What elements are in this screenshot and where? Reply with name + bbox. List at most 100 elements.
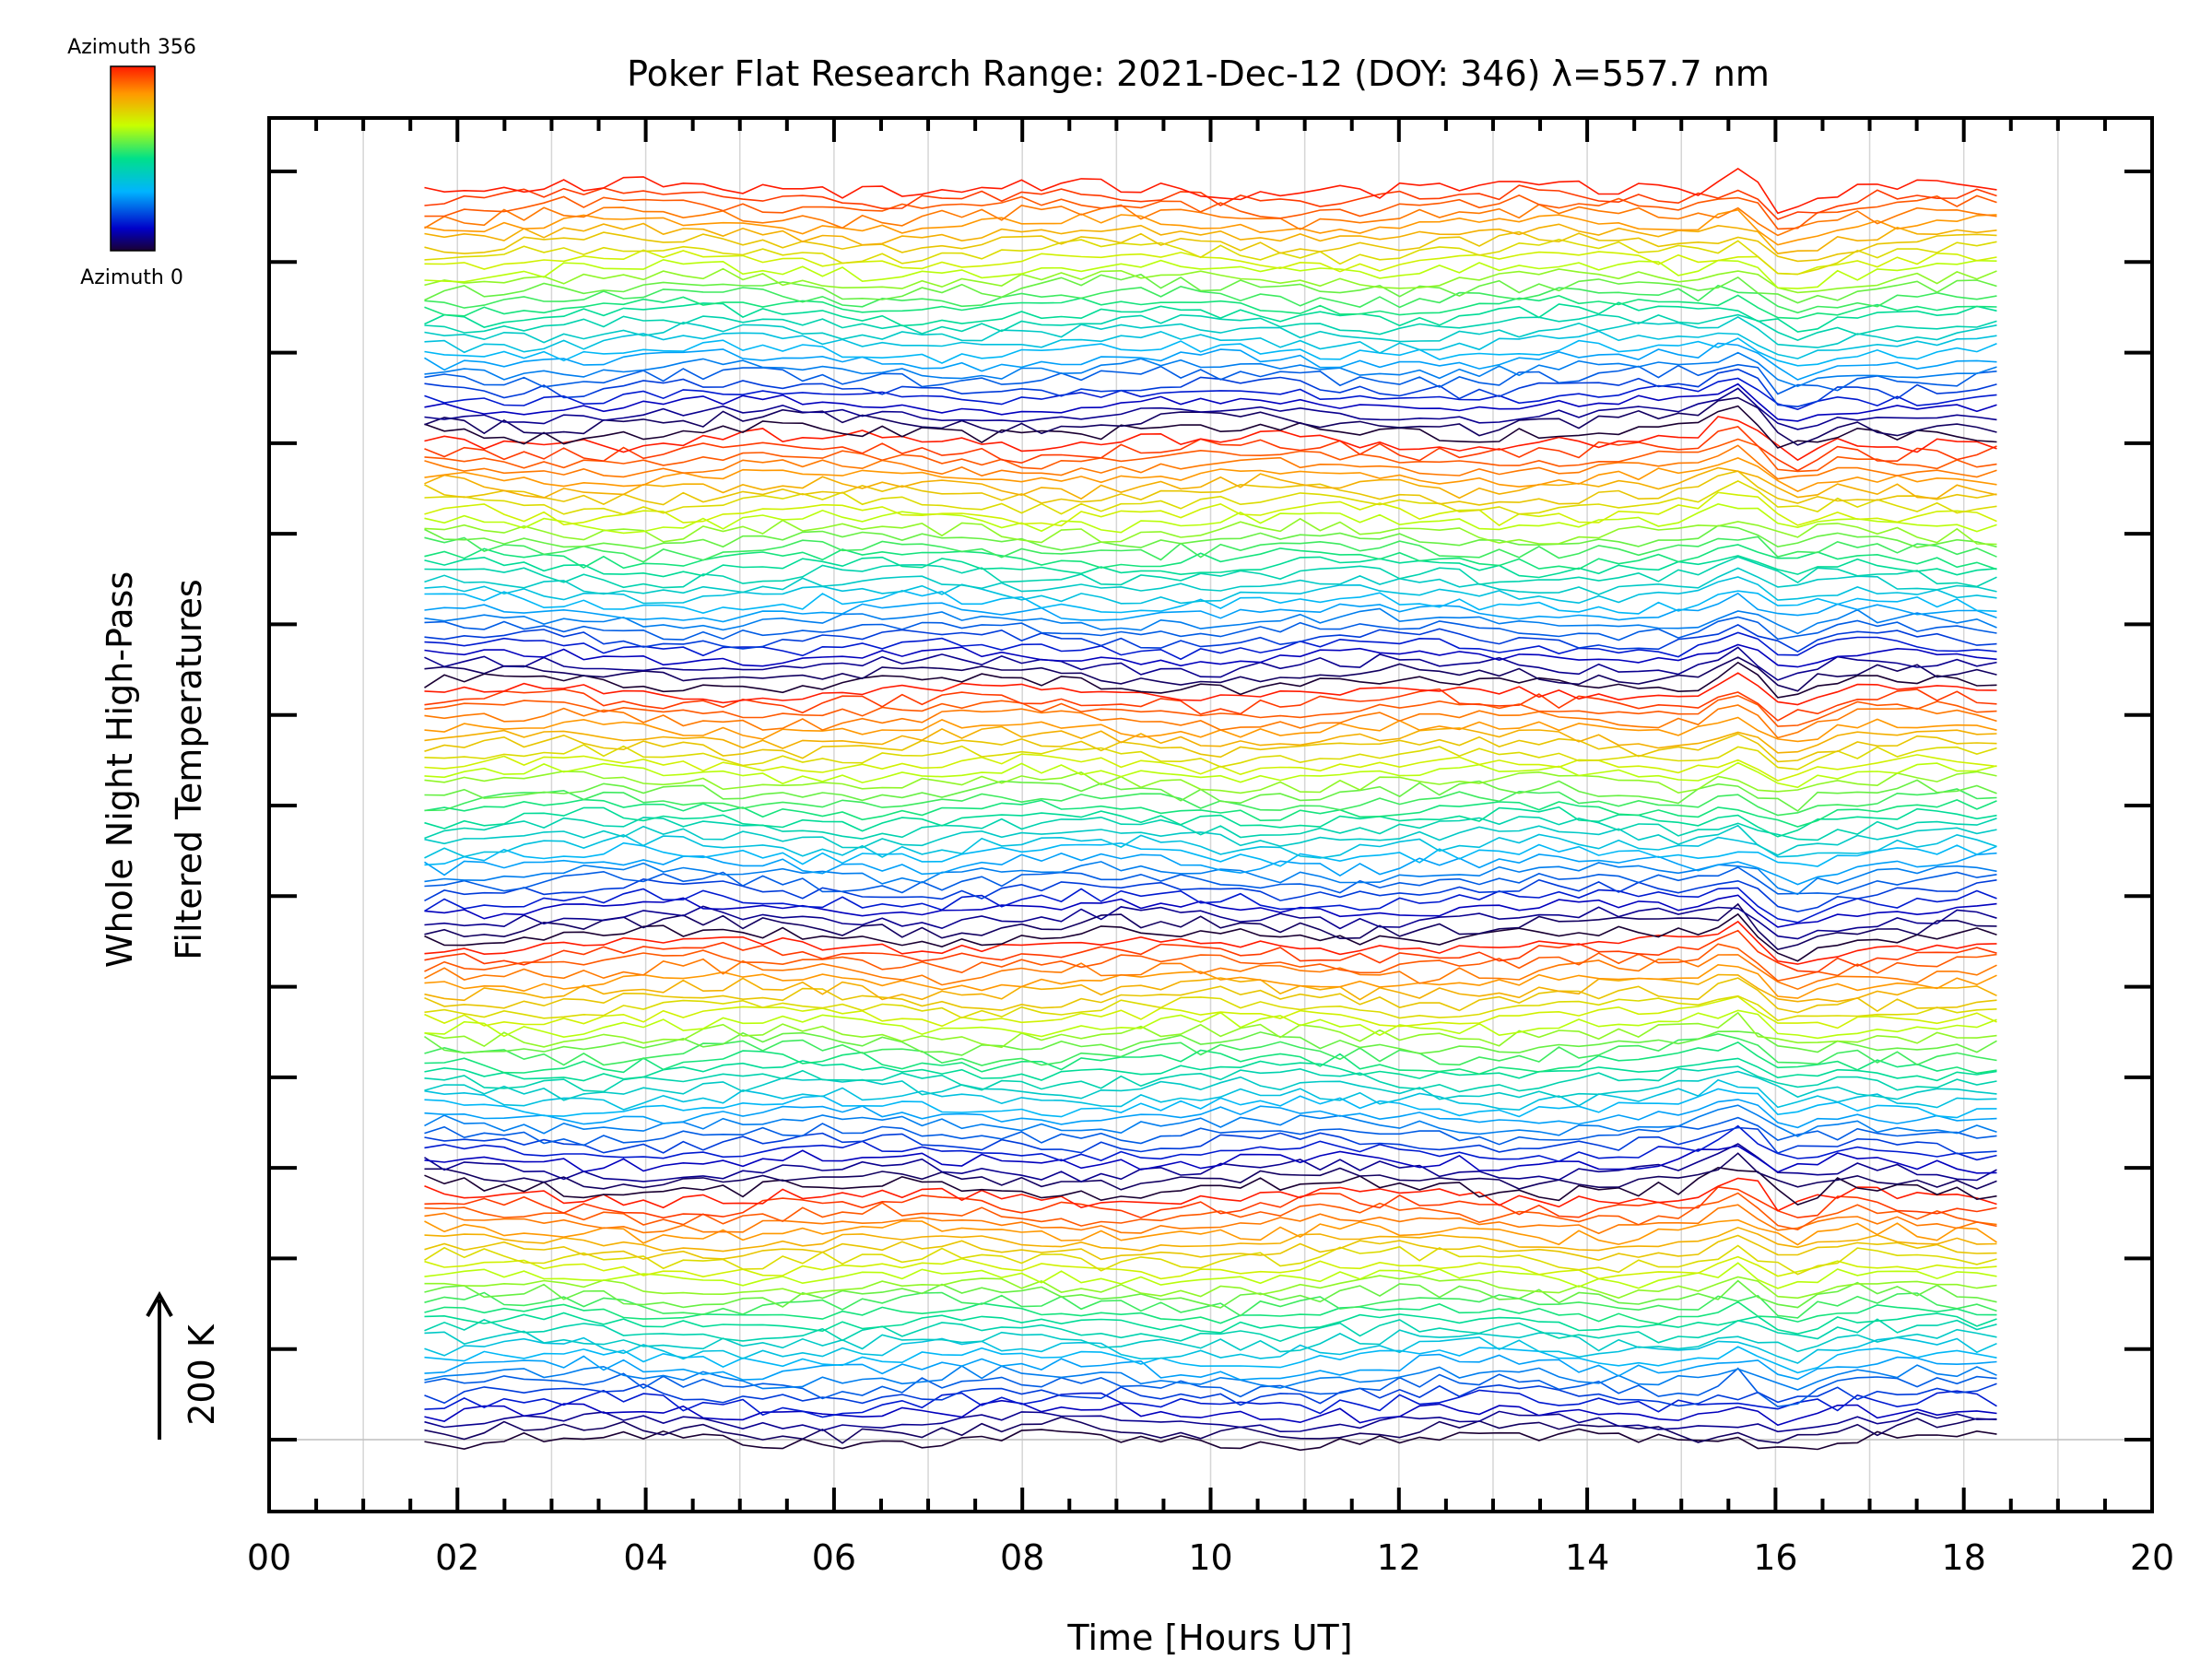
series-line xyxy=(424,1011,1997,1049)
series-line xyxy=(424,943,1997,982)
series-line xyxy=(424,607,1997,635)
x-tick-label: 04 xyxy=(623,1537,667,1578)
series-line xyxy=(424,1244,1997,1276)
series-line xyxy=(424,1275,1997,1300)
series-line xyxy=(424,184,1997,220)
series-line xyxy=(424,779,1997,812)
series-line xyxy=(424,725,1997,754)
series-line xyxy=(424,661,1997,699)
series-line xyxy=(424,1186,1997,1219)
series-line xyxy=(424,342,1997,381)
series-line xyxy=(424,466,1997,500)
series-line xyxy=(424,589,1997,615)
series-line xyxy=(424,1204,1997,1235)
x-tick-label: 00 xyxy=(247,1537,291,1578)
series-line xyxy=(424,631,1997,661)
series-line xyxy=(424,267,1997,294)
series-line xyxy=(424,761,1997,789)
series-line xyxy=(424,491,1997,527)
series-line xyxy=(424,1032,1997,1066)
series-line xyxy=(424,1367,1997,1408)
series-line xyxy=(424,920,1997,965)
x-tick-label: 12 xyxy=(1377,1537,1421,1578)
series-line xyxy=(424,788,1997,817)
series-line xyxy=(424,230,1997,263)
series-line xyxy=(424,816,1997,841)
series-line xyxy=(424,616,1997,641)
series-line xyxy=(424,954,1997,991)
series-line xyxy=(424,208,1997,246)
series-line xyxy=(424,646,1997,681)
series-line xyxy=(424,396,1997,446)
series-line xyxy=(424,806,1997,838)
colorbar xyxy=(110,65,156,252)
series-line xyxy=(424,1399,1997,1427)
series-line xyxy=(424,273,1997,304)
series-line xyxy=(424,238,1997,276)
series-line xyxy=(424,1279,1997,1309)
series-line xyxy=(424,672,1997,706)
series-line xyxy=(424,258,1997,289)
x-tick-label: 20 xyxy=(2130,1537,2174,1578)
series-line xyxy=(424,249,1997,276)
series-line xyxy=(424,977,1997,1014)
series-line xyxy=(424,426,1997,472)
series-line xyxy=(424,1416,1997,1444)
series-line xyxy=(424,457,1997,492)
series-line xyxy=(424,1336,1997,1364)
series-line xyxy=(424,643,1997,668)
series-line xyxy=(424,194,1997,230)
series-line xyxy=(424,841,1997,867)
series-line xyxy=(424,438,1997,473)
series-line xyxy=(424,284,1997,314)
series-line xyxy=(424,798,1997,828)
series-line xyxy=(424,1009,1997,1040)
series-line xyxy=(424,866,1997,895)
colorbar-bottom-label: Azimuth 0 xyxy=(80,266,183,289)
series-line xyxy=(424,330,1997,359)
series-line xyxy=(424,716,1997,743)
x-tick-labels: 00 02 04 06 08 10 12 14 16 18 20 xyxy=(247,1537,2174,1578)
series-line xyxy=(424,1065,1997,1093)
series-line xyxy=(424,905,1997,940)
series-line xyxy=(424,1410,1997,1433)
x-tick-label: 10 xyxy=(1188,1537,1232,1578)
series-line xyxy=(424,994,1997,1021)
series-line xyxy=(424,1218,1997,1246)
series-line xyxy=(424,1166,1997,1206)
y-axis-title-line1: Whole Night High-Pass xyxy=(100,571,140,968)
x-tick-label: 18 xyxy=(1942,1537,1986,1578)
series-line xyxy=(424,168,1997,215)
series-line xyxy=(424,1353,1997,1381)
plot-frame xyxy=(267,116,2154,1513)
scale-bar-label: 200 K xyxy=(182,1324,222,1426)
series-line xyxy=(424,1328,1997,1353)
series-line xyxy=(424,377,1997,411)
series-line xyxy=(424,567,1997,595)
series-line xyxy=(424,753,1997,782)
series-line xyxy=(424,1255,1997,1280)
series-line xyxy=(424,1192,1997,1230)
series-line xyxy=(424,382,1997,422)
series-line xyxy=(424,1382,1997,1407)
series-line xyxy=(424,294,1997,320)
series-line xyxy=(424,656,1997,692)
series-line xyxy=(424,444,1997,480)
series-line xyxy=(424,416,1997,462)
series-line xyxy=(424,1234,1997,1262)
scale-bar-arrowhead xyxy=(146,1290,173,1317)
series-line xyxy=(424,1145,1997,1174)
series-line xyxy=(424,1318,1997,1344)
series-line xyxy=(424,861,1997,896)
series-line xyxy=(424,368,1997,408)
y-axis-title-line2: Filtered Temperatures xyxy=(169,579,209,959)
series-line xyxy=(424,1177,1997,1212)
series-line xyxy=(424,1088,1997,1119)
series-line xyxy=(424,1126,1997,1155)
series-line xyxy=(424,222,1997,254)
series-line xyxy=(424,1070,1997,1101)
series-line xyxy=(424,1312,1997,1335)
series-line xyxy=(424,973,1997,1003)
series-line xyxy=(424,1104,1997,1137)
